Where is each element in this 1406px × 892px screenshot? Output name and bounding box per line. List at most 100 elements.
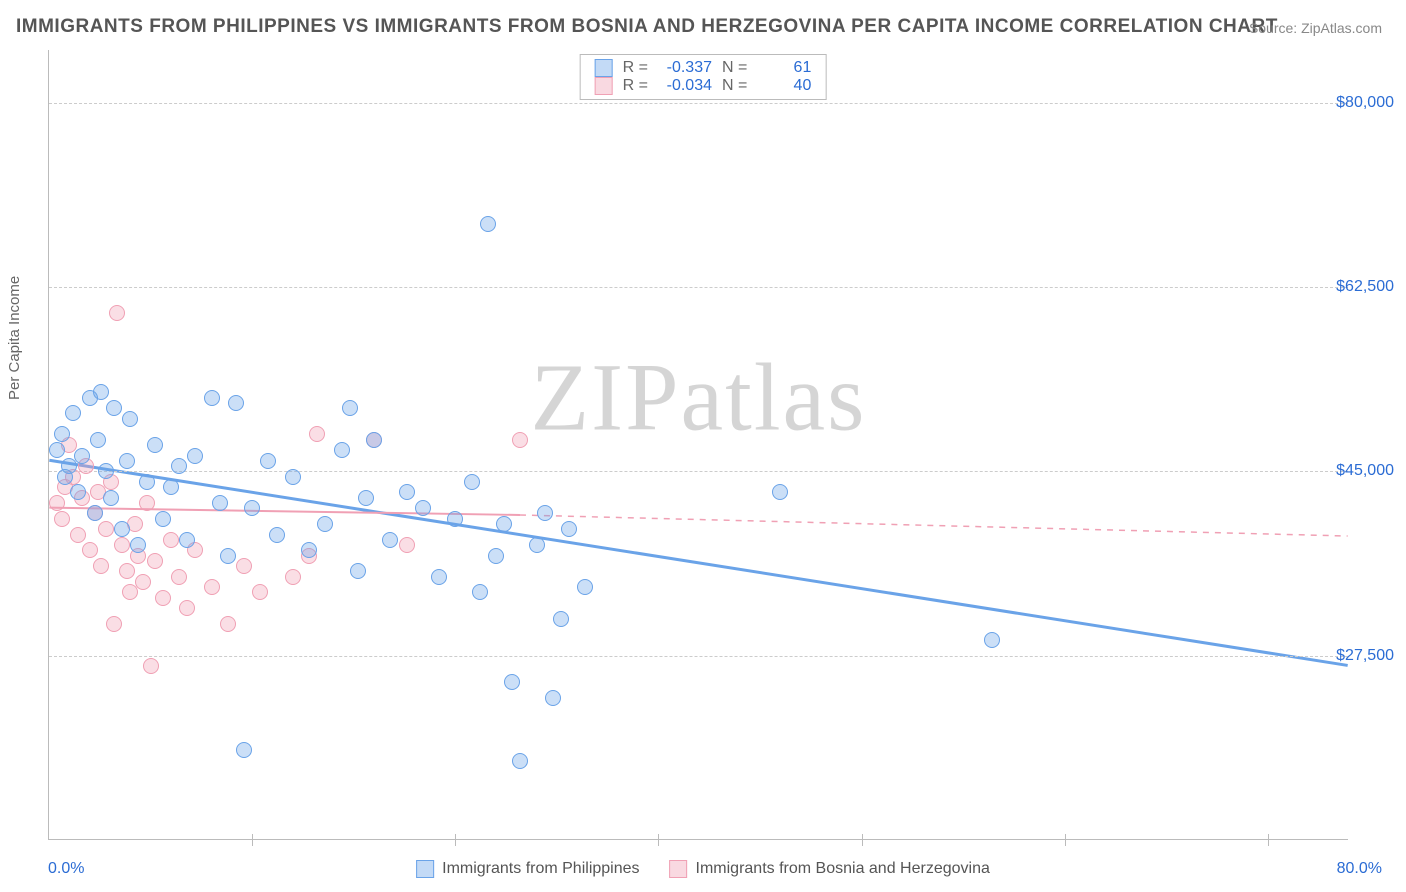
data-point xyxy=(285,469,301,485)
legend-stat-row: R =-0.034N =40 xyxy=(595,77,812,95)
data-point xyxy=(122,584,138,600)
plot-area: ZIPatlas xyxy=(48,50,1348,840)
data-point xyxy=(512,753,528,769)
series-legend: Immigrants from Philippines Immigrants fr… xyxy=(416,860,990,878)
data-point xyxy=(399,484,415,500)
data-point xyxy=(480,216,496,232)
data-point xyxy=(163,479,179,495)
data-point xyxy=(179,600,195,616)
data-point xyxy=(504,674,520,690)
data-point xyxy=(155,590,171,606)
legend-swatch xyxy=(595,59,613,77)
data-point xyxy=(537,505,553,521)
gridline-h xyxy=(49,103,1348,104)
data-point xyxy=(252,584,268,600)
tick-v xyxy=(455,834,456,846)
data-point xyxy=(70,527,86,543)
data-point xyxy=(119,453,135,469)
legend-r-label: R = xyxy=(623,59,648,77)
tick-v xyxy=(862,834,863,846)
legend-n-label: N = xyxy=(722,59,747,77)
data-point xyxy=(309,426,325,442)
data-point xyxy=(382,532,398,548)
legend-r-label: R = xyxy=(623,77,648,95)
data-point xyxy=(90,432,106,448)
legend-swatch xyxy=(595,77,613,95)
legend-n-value: 40 xyxy=(757,77,811,95)
data-point xyxy=(139,474,155,490)
legend-n-label: N = xyxy=(722,77,747,95)
data-point xyxy=(472,584,488,600)
data-point xyxy=(285,569,301,585)
y-axis-label: Per Capita Income xyxy=(6,276,23,400)
data-point xyxy=(147,553,163,569)
trend-line-dash xyxy=(520,515,1348,536)
data-point xyxy=(114,537,130,553)
legend-n-value: 61 xyxy=(757,59,811,77)
data-point xyxy=(139,495,155,511)
data-point xyxy=(220,616,236,632)
data-point xyxy=(984,632,1000,648)
legend-swatch xyxy=(416,860,434,878)
series-name: Immigrants from Bosnia and Herzegovina xyxy=(696,860,990,878)
data-point xyxy=(171,569,187,585)
data-point xyxy=(109,305,125,321)
gridline-h xyxy=(49,471,1348,472)
data-point xyxy=(317,516,333,532)
data-point xyxy=(61,458,77,474)
data-point xyxy=(93,384,109,400)
series-legend-item: Immigrants from Bosnia and Herzegovina xyxy=(670,860,990,878)
data-point xyxy=(179,532,195,548)
data-point xyxy=(82,542,98,558)
data-point xyxy=(561,521,577,537)
data-point xyxy=(236,742,252,758)
data-point xyxy=(220,548,236,564)
chart-title: IMMIGRANTS FROM PHILIPPINES VS IMMIGRANT… xyxy=(16,16,1278,38)
data-point xyxy=(65,405,81,421)
data-point xyxy=(228,395,244,411)
data-point xyxy=(512,432,528,448)
data-point xyxy=(171,458,187,474)
data-point xyxy=(350,563,366,579)
data-point xyxy=(496,516,512,532)
legend-stat-row: R = -0.337 N = 61 xyxy=(595,59,812,77)
data-point xyxy=(87,505,103,521)
trend-lines-layer xyxy=(49,50,1348,839)
legend-r-value: -0.337 xyxy=(658,59,712,77)
data-point xyxy=(98,463,114,479)
watermark: ZIPatlas xyxy=(531,342,867,453)
data-point xyxy=(93,558,109,574)
correlation-legend: R =-0.337N =61R =-0.034N =40 xyxy=(580,54,827,100)
data-point xyxy=(54,511,70,527)
data-point xyxy=(212,495,228,511)
tick-v xyxy=(1065,834,1066,846)
series-name: Immigrants from Philippines xyxy=(442,860,639,878)
tick-v xyxy=(252,834,253,846)
x-axis-min-label: 0.0% xyxy=(48,860,84,878)
tick-v xyxy=(1268,834,1269,846)
y-tick-label: $80,000 xyxy=(1336,94,1394,112)
data-point xyxy=(301,542,317,558)
data-point xyxy=(431,569,447,585)
data-point xyxy=(147,437,163,453)
data-point xyxy=(447,511,463,527)
data-point xyxy=(399,537,415,553)
data-point xyxy=(204,390,220,406)
data-point xyxy=(260,453,276,469)
data-point xyxy=(342,400,358,416)
data-point xyxy=(204,579,220,595)
data-point xyxy=(366,432,382,448)
data-point xyxy=(488,548,504,564)
series-legend-item: Immigrants from Philippines xyxy=(416,860,639,878)
data-point xyxy=(772,484,788,500)
y-tick-label: $27,500 xyxy=(1336,647,1394,665)
data-point xyxy=(577,579,593,595)
data-point xyxy=(49,495,65,511)
data-point xyxy=(49,442,65,458)
data-point xyxy=(163,532,179,548)
legend-swatch xyxy=(670,860,688,878)
data-point xyxy=(269,527,285,543)
data-point xyxy=(358,490,374,506)
data-point xyxy=(98,521,114,537)
source-label: Source: ZipAtlas.com xyxy=(1249,20,1382,36)
